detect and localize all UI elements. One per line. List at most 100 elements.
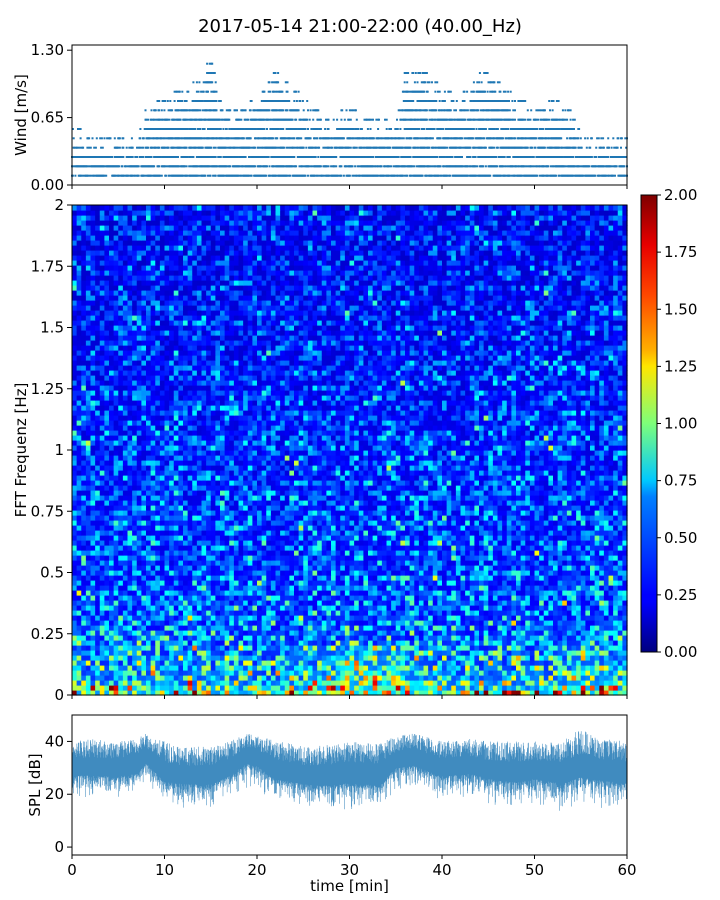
spectrogram-cell [91,635,96,641]
spectrogram-cell [479,665,484,671]
spectrogram-cell [215,685,220,691]
wind-point [215,156,217,158]
spectrogram-cell [562,660,567,666]
spectrogram-cell [183,655,188,661]
spectrogram-cell [410,640,415,646]
wind-point [558,128,560,130]
spectrogram-cell [544,640,549,646]
wind-point [254,147,256,149]
spectrogram-cell [521,675,526,681]
wind-point [377,175,379,177]
spectrogram-cell [243,670,248,676]
spectrogram-cell [202,640,207,646]
spectrogram-cell [345,675,350,681]
spectrogram-cell [609,685,614,691]
spectrogram-cell [553,680,558,686]
spectrogram-cell [530,680,535,686]
wind-point [553,100,555,102]
spectrogram-cell [197,670,202,676]
wind-point [165,175,167,177]
spectrogram-cell [340,645,345,651]
wind-point [157,137,159,139]
wind-point [548,119,550,121]
spectrogram-cell [331,675,336,681]
spectrogram-cell [257,640,262,646]
spectrogram-cell [151,670,156,676]
spectrogram-cell [479,680,484,686]
spectrogram-cell [493,660,498,666]
spectrogram-cell [151,675,156,681]
spectrogram-cell [299,650,304,656]
spectrogram-cell [516,655,521,661]
spectrogram-cell [363,665,368,671]
spectrogram-cell [553,665,558,671]
spectrogram-cell [229,645,234,651]
wind-point [186,165,188,167]
wind-point [396,119,398,121]
spectrogram-cell [243,645,248,651]
spectrogram-cell [576,650,581,656]
spectrogram-cell [442,685,447,691]
spectrogram-cell [188,650,193,656]
wind-point [174,100,176,102]
spectrogram-cell [590,680,595,686]
wind-point [482,165,484,167]
wind-point [220,100,222,102]
wind-point [439,91,441,93]
wind-point [350,147,352,149]
spectrogram-cell [128,685,133,691]
wind-point [328,128,330,130]
spectrogram-cell [521,650,526,656]
spectrogram-cell [239,650,244,656]
wind-point [390,128,392,130]
spectrogram-cell [299,675,304,681]
wind-point [378,119,380,121]
wind-y-tick-label: 1.30 [31,41,64,59]
spectrogram-cell [104,645,109,651]
wind-point [429,81,431,83]
spectrogram-cell [266,645,271,651]
wind-point [80,137,82,139]
wind-point [236,147,238,149]
spectrogram-cell [479,640,484,646]
spectrogram-cell [109,685,114,691]
wind-point [151,156,153,158]
spectrogram-cell [100,655,105,661]
wind-point [202,147,204,149]
spectrogram-cell [363,670,368,676]
spectrogram-cell [146,640,151,646]
spectrogram-cell [197,675,202,681]
spectrogram-cell [387,665,392,671]
spectrogram-cell [368,685,373,691]
wind-point [361,128,363,130]
spectrogram-cell [128,680,133,686]
spectrogram-cell [239,640,244,646]
wind-point [186,100,188,102]
wind-point [535,147,537,149]
wind-point [161,109,163,111]
wind-point [607,156,609,158]
spectrogram-cell [118,660,123,666]
spectrogram-cell [618,675,623,681]
wind-point [178,100,180,102]
wind-point [318,147,320,149]
spectrogram-cell [595,650,600,656]
spectrogram-cell [410,665,415,671]
spectrogram-cell [400,660,405,666]
spectrogram-cell [539,685,544,691]
spectrogram-cell [447,660,452,666]
spectrogram-cell [470,650,475,656]
spectrogram-cell [303,660,308,666]
spectrogram-cell [530,670,535,676]
spectrogram-cell [326,685,331,691]
spectrogram-cell [539,640,544,646]
spectrogram-cell [493,655,498,661]
wind-point [514,109,516,111]
wind-point [288,100,290,102]
wind-point [524,119,526,121]
wind-point [220,128,222,130]
spectrogram-cell [447,670,452,676]
spectrogram-cell [178,680,183,686]
wind-point [367,128,369,130]
spectrogram-cell [95,660,100,666]
